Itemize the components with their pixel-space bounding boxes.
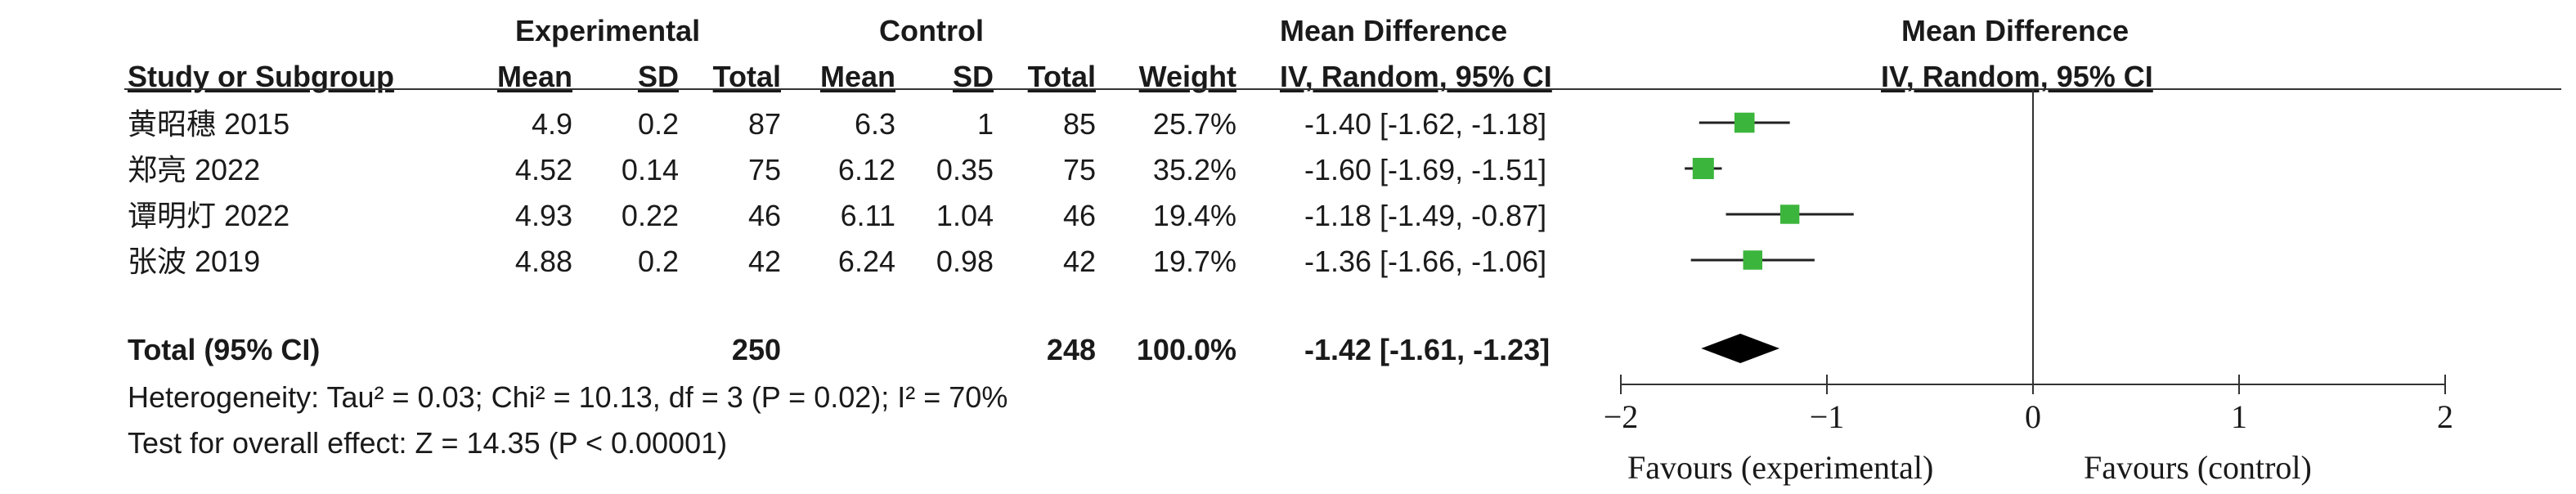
mean1-value: 4.93 xyxy=(514,199,572,232)
mean2-header: Mean xyxy=(819,60,895,93)
total2-value: 46 xyxy=(1062,199,1096,232)
overall-effect-text: Test for overall effect: Z = 14.35 (P < … xyxy=(128,426,728,460)
study-column-header: Study or Subgroup xyxy=(128,60,394,93)
sd2-header: SD xyxy=(952,60,994,93)
total2-value: 75 xyxy=(1062,153,1096,186)
weight-value: 25.7% xyxy=(1152,107,1236,141)
sd1-value: 0.2 xyxy=(637,245,679,278)
total-md-ci: -1.42 [-1.61, -1.23] xyxy=(1304,333,1551,366)
weight-header: Weight xyxy=(1138,60,1236,93)
mean1-header: Mean xyxy=(496,60,572,93)
sd1-value: 0.22 xyxy=(621,199,679,232)
total2-header: Total xyxy=(1027,60,1096,93)
sd2-value: 0.35 xyxy=(936,153,994,186)
study-marker xyxy=(1692,158,1714,179)
plot-column-header: Mean Difference xyxy=(1901,14,2129,47)
total1-value: 87 xyxy=(747,107,781,141)
sd1-header: SD xyxy=(637,60,679,93)
mean2-value: 6.24 xyxy=(837,245,895,278)
mean2-value: 6.3 xyxy=(854,107,895,141)
md-column-header: Mean Difference xyxy=(1280,14,1508,47)
x-tick-label: −2 xyxy=(1603,398,1639,435)
x-tick-label: 2 xyxy=(2437,398,2453,435)
total2-sum: 248 xyxy=(1046,333,1096,366)
x-tick-label: 1 xyxy=(2231,398,2247,435)
md-ci-header: IV, Random, 95% CI xyxy=(1280,60,1552,93)
study-name: 谭明灯 2022 xyxy=(128,199,290,232)
sd1-value: 0.2 xyxy=(637,107,679,141)
mean1-value: 4.88 xyxy=(514,245,572,278)
pooled-diamond xyxy=(1701,334,1780,363)
study-name: 郑亮 2022 xyxy=(128,153,261,186)
sd1-value: 0.14 xyxy=(621,153,679,186)
x-tick-label: −1 xyxy=(1809,398,1845,435)
total1-value: 46 xyxy=(747,199,781,232)
experimental-group-header: Experimental xyxy=(515,14,701,47)
mean1-value: 4.52 xyxy=(514,153,572,186)
total1-sum: 250 xyxy=(731,333,781,366)
mean2-value: 6.11 xyxy=(840,199,895,232)
x-tick-label: 0 xyxy=(2025,398,2041,435)
study-marker xyxy=(1779,204,1800,224)
control-group-header: Control xyxy=(879,14,984,47)
favours-experimental-label: Favours (experimental) xyxy=(1627,449,1934,486)
total2-value: 85 xyxy=(1062,107,1096,141)
study-name: 黄昭穗 2015 xyxy=(128,107,290,141)
mean1-value: 4.9 xyxy=(531,107,572,141)
weight-value: 19.4% xyxy=(1152,199,1236,232)
plot-ci-header: IV, Random, 95% CI xyxy=(1881,60,2153,93)
study-marker xyxy=(1743,250,1763,270)
header-rule xyxy=(124,88,2561,90)
total1-value: 42 xyxy=(747,245,781,278)
favours-control-label: Favours (control) xyxy=(2084,449,2312,486)
md-ci-value: -1.40 [-1.62, -1.18] xyxy=(1304,107,1547,141)
heterogeneity-text: Heterogeneity: Tau² = 0.03; Chi² = 10.13… xyxy=(128,380,1008,414)
study-name: 张波 2019 xyxy=(128,245,261,278)
md-ci-value: -1.60 [-1.69, -1.51] xyxy=(1304,153,1547,186)
total-weight: 100.0% xyxy=(1136,333,1236,366)
total-label: Total (95% CI) xyxy=(128,333,321,366)
weight-value: 35.2% xyxy=(1152,153,1236,186)
md-ci-value: -1.18 [-1.49, -0.87] xyxy=(1304,199,1547,232)
study-marker xyxy=(1734,112,1755,133)
total2-value: 42 xyxy=(1062,245,1096,278)
total1-header: Total xyxy=(712,60,781,93)
md-ci-value: -1.36 [-1.66, -1.06] xyxy=(1304,245,1547,278)
sd2-value: 1.04 xyxy=(936,199,994,232)
sd2-value: 0.98 xyxy=(936,245,994,278)
total1-value: 75 xyxy=(747,153,781,186)
weight-value: 19.7% xyxy=(1152,245,1236,278)
sd2-value: 1 xyxy=(976,107,994,141)
mean2-value: 6.12 xyxy=(837,153,895,186)
